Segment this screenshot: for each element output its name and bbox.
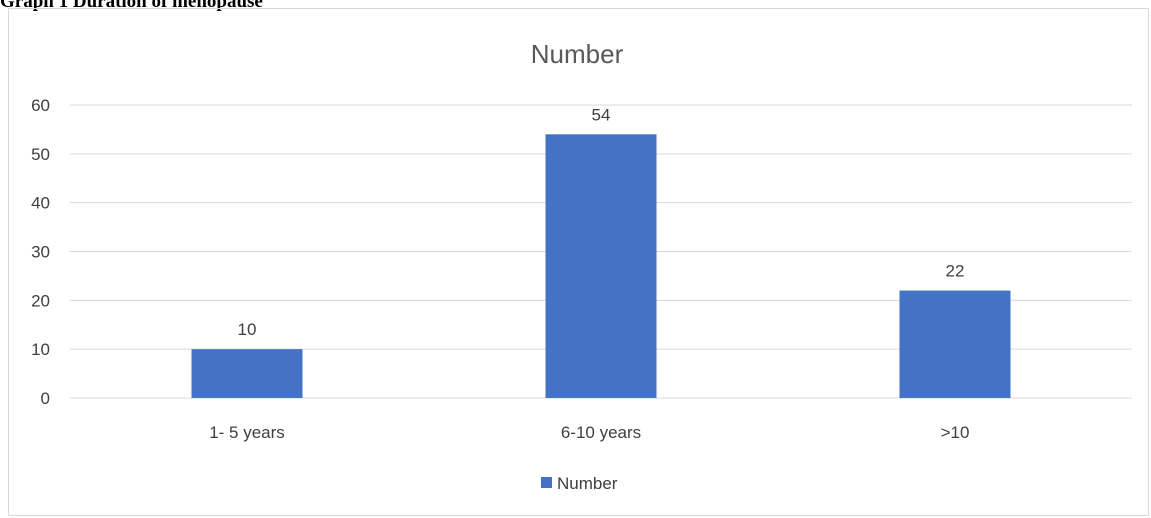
chart-title: Number <box>531 39 624 69</box>
x-category-label: >10 <box>941 423 970 442</box>
y-tick-label: 10 <box>31 340 50 359</box>
legend-label: Number <box>557 474 618 493</box>
y-tick-label: 20 <box>31 291 50 310</box>
x-category-label: 6-10 years <box>561 423 641 442</box>
data-label: 54 <box>592 105 611 124</box>
chart-area <box>8 8 1149 516</box>
legend-swatch <box>541 477 552 488</box>
bar <box>545 134 657 399</box>
bar <box>191 349 303 398</box>
chart-legend: Number <box>541 474 618 493</box>
bar <box>899 290 1011 398</box>
y-tick-label: 60 <box>31 96 50 115</box>
y-tick-label: 0 <box>41 389 50 408</box>
figure-caption: Graph 1 Duration of menopause <box>0 0 263 12</box>
y-tick-label: 40 <box>31 194 50 213</box>
data-label: 10 <box>238 320 257 339</box>
y-tick-label: 50 <box>31 145 50 164</box>
x-category-label: 1- 5 years <box>209 423 285 442</box>
y-tick-label: 30 <box>31 243 50 262</box>
data-label: 22 <box>946 262 965 281</box>
